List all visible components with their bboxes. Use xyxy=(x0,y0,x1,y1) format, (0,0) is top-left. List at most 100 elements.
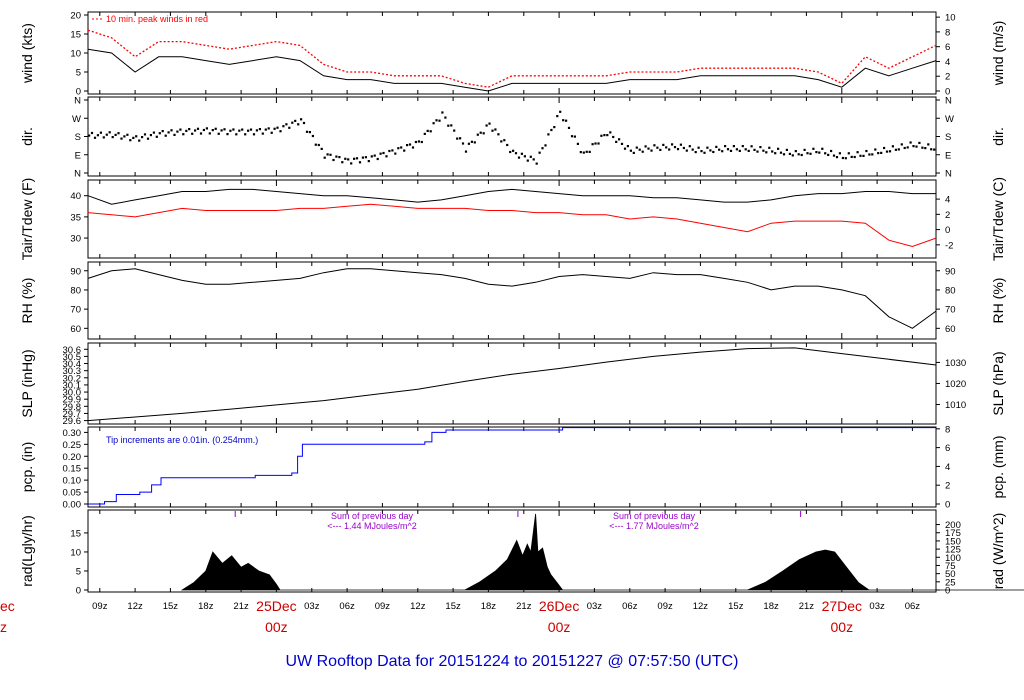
panel-dir-series-0-point xyxy=(609,131,612,134)
panel-dir-series-0-point xyxy=(249,128,253,131)
panel-dir-series-0-point xyxy=(129,139,132,142)
panel-dir-series-0-point xyxy=(741,145,744,148)
panel-dir-series-0-point xyxy=(815,151,818,154)
panel-dir-series-0-point xyxy=(930,148,933,151)
panel-slp-left-tick-label: 29.6 xyxy=(63,416,82,427)
panel-pcp-series-0 xyxy=(88,427,936,505)
panel-dir-series-0-point xyxy=(291,121,294,124)
panel-dir-series-0-point xyxy=(659,148,662,151)
panel-dir-series-0-point xyxy=(411,146,415,149)
panel-rad-right-tick-label: 150 xyxy=(945,536,961,547)
panel-dir-series-0-point xyxy=(435,119,438,122)
panel-rad-series-0 xyxy=(180,513,1024,591)
panel-dir-right-tick-label: W xyxy=(945,114,954,125)
panel-dir-series-0-point xyxy=(288,126,291,129)
panel-dir-frame xyxy=(87,96,937,177)
panel-dir-series-0-point xyxy=(797,153,800,156)
panel-dir-series-0-point xyxy=(529,155,532,158)
panel-dir-series-0-point xyxy=(753,148,756,151)
hour-tick-label: 21z xyxy=(516,601,532,612)
hour-tick-label: 12z xyxy=(693,601,709,612)
panel-dir-series-0-point xyxy=(285,123,288,126)
panel-dir-series-0-point xyxy=(205,127,208,130)
panel-rad-left-axis-title: rad(Lgly/hr) xyxy=(19,515,35,587)
panel-rh-right-tick-label: 60 xyxy=(945,324,956,335)
panel-pcp-left-tick-label: 0.20 xyxy=(63,452,82,463)
panel-dir-series-0-point xyxy=(264,128,267,131)
panel-dir-series-0-point xyxy=(553,126,556,129)
panel-dir-series-0-point xyxy=(302,121,306,125)
panel-dir-series-0-point xyxy=(915,145,918,148)
panel-dir-series-0-point xyxy=(606,134,609,137)
panel-dir-series-0-point xyxy=(323,156,326,159)
panel-rh-right-tick-label: 90 xyxy=(945,266,956,277)
panel-dir-series-0-point xyxy=(656,146,659,149)
panel-dir-series-0-point xyxy=(282,125,285,128)
panel-dir-series-0-point xyxy=(426,129,429,132)
panel-dir-series-0-point xyxy=(320,147,323,150)
panel-dir-series-0-point xyxy=(191,132,194,135)
panel-dir-series-0-point xyxy=(335,155,338,158)
panel-dir-series-0-point xyxy=(541,147,544,150)
panel-dir-series-0-point xyxy=(432,122,435,125)
panel-pcp-right-tick-label: 4 xyxy=(945,462,950,473)
hour-tick-label: 15z xyxy=(163,601,179,612)
panel-dir-series-0-point xyxy=(550,128,553,132)
panel-dir-series-0-point xyxy=(620,142,624,145)
panel-slp-series-0 xyxy=(87,347,937,422)
panel-dir-series-0-point xyxy=(385,155,388,158)
panel-dir-series-0-point xyxy=(456,137,459,140)
panel-dir-series-0-point xyxy=(146,137,150,140)
panel-dir-series-0-point xyxy=(582,151,585,154)
panel-dir-series-0-point xyxy=(871,153,874,156)
panel-pcp-right-tick-label: 6 xyxy=(945,443,950,454)
panel-dir-series-0-point xyxy=(194,129,197,132)
panel-rh-right-tick-label: 70 xyxy=(945,305,956,316)
panel-wind-frame xyxy=(87,11,937,95)
panel-dir-series-0-point xyxy=(226,133,229,136)
panel-dir-series-0-point xyxy=(473,141,476,144)
panel-slp-left-tick-label: 30.1 xyxy=(63,380,82,391)
panel-dir-series-0-point xyxy=(735,148,738,151)
panel-dir-series-0-point xyxy=(329,153,332,156)
panel-dir-series-0-point xyxy=(382,151,385,155)
panel-dir-series-0-point xyxy=(726,148,730,151)
panel-dir-series-0 xyxy=(88,110,936,165)
panel-dir-series-0-point xyxy=(812,147,815,150)
panel-dir-series-0-point xyxy=(883,146,886,150)
panel-wind-left-axis-title: wind (kts) xyxy=(19,23,35,84)
panel-dir-series-0-point xyxy=(759,146,762,149)
panel-dir-right-tick-label: S xyxy=(945,132,951,143)
panel-dir-series-0-point xyxy=(491,129,494,132)
panel-dir-series-0-point xyxy=(188,128,191,131)
rad-sum-value-2: <--- 1.77 MJoules/m^2 xyxy=(609,521,699,531)
panel-dir-series-0-point xyxy=(211,129,214,132)
panel-rh-left-tick-label: 80 xyxy=(70,285,81,296)
panel-dir-series-0-point xyxy=(102,136,105,139)
hour-tick-label: 21z xyxy=(799,601,815,612)
hour-tick-label: 18z xyxy=(481,601,497,612)
panel-dir-series-0-point xyxy=(441,111,444,114)
panel-dir-right-tick-label: N xyxy=(945,169,952,180)
panel-pcp-left-tick-label: 0.25 xyxy=(63,440,82,451)
panel-dir-series-0-point xyxy=(273,127,276,130)
panel-dir-series-0-point xyxy=(497,133,500,136)
panel-dir-series-0-point xyxy=(300,118,303,121)
panel-dir-series-0-point xyxy=(120,137,123,140)
panel-dir-series-0-point xyxy=(615,140,618,143)
panel-dir-series-0-point xyxy=(885,150,889,153)
panel-dir-series-0-point xyxy=(270,131,273,134)
panel-dir-series-0-point xyxy=(877,152,880,155)
panel-dir-series-0-point xyxy=(388,149,391,153)
panel-dir-series-0-point xyxy=(744,148,747,151)
hour-tick-label: 21z xyxy=(233,601,249,612)
panel-dir-series-0-point xyxy=(747,149,750,152)
panel-dir-series-0-point xyxy=(715,145,718,148)
panel-dir-series-0-point xyxy=(703,151,706,154)
panel-dir-series-0-point xyxy=(123,135,126,138)
panel-dir-series-0-point xyxy=(835,156,839,159)
panel-wind-series-0 xyxy=(87,48,937,92)
panel-dir-series-0-point xyxy=(635,146,638,149)
panel-dir-series-0-point xyxy=(900,143,903,146)
panel-dir-series-0-point xyxy=(838,152,841,155)
